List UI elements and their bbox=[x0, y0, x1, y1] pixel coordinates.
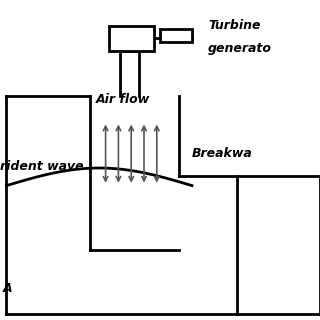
Text: generato: generato bbox=[208, 42, 272, 54]
Text: Turbine: Turbine bbox=[208, 19, 260, 32]
Bar bbox=[109, 26, 154, 51]
Text: rident wave: rident wave bbox=[0, 160, 84, 173]
Text: Air flow: Air flow bbox=[96, 92, 150, 106]
Text: A: A bbox=[3, 282, 13, 294]
Text: Breakwa: Breakwa bbox=[192, 147, 253, 160]
Bar bbox=[160, 29, 192, 42]
